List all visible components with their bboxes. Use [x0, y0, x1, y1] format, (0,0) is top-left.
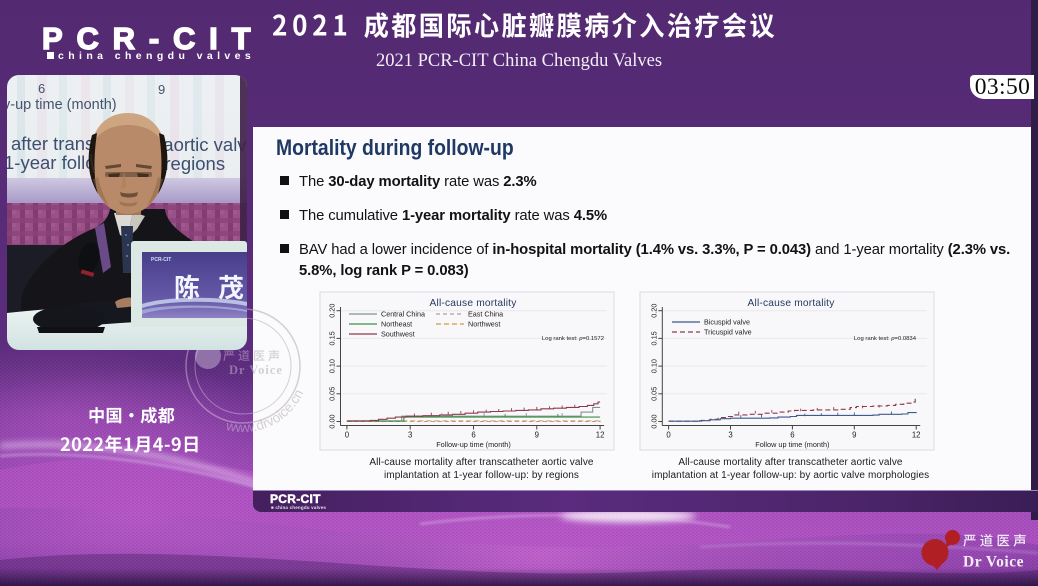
svg-text:0.15: 0.15 [650, 331, 659, 345]
svg-text:12: 12 [912, 431, 921, 440]
svg-text:v-up time (month): v-up time (month) [7, 97, 117, 113]
svg-text:Southwest: Southwest [381, 330, 415, 339]
svg-text:0.20: 0.20 [328, 304, 337, 318]
svg-text:East China: East China [468, 310, 503, 319]
svg-text:PCR-CIT: PCR-CIT [151, 257, 171, 263]
svg-text:9: 9 [852, 431, 856, 440]
svg-text:9: 9 [158, 82, 165, 97]
svg-text:9: 9 [535, 431, 539, 440]
svg-text:Follow-up time (month): Follow-up time (month) [436, 440, 511, 449]
svg-text:0.00: 0.00 [328, 414, 337, 428]
svg-text:6: 6 [38, 81, 45, 96]
svg-text:Bicuspid valve: Bicuspid valve [704, 318, 750, 327]
svg-text:0.20: 0.20 [650, 304, 659, 318]
svg-text:Central China: Central China [381, 310, 425, 319]
svg-text:6: 6 [790, 431, 794, 440]
svg-text:0.05: 0.05 [650, 387, 659, 401]
svg-text:y regions: y regions [150, 153, 225, 174]
svg-text:0: 0 [666, 431, 671, 440]
svg-text:t aortic valv: t aortic valv [153, 134, 247, 155]
svg-text:0.10: 0.10 [650, 359, 659, 373]
svg-text:1-year follo: 1-year follo [7, 152, 96, 173]
svg-text:12: 12 [596, 431, 605, 440]
svg-text:0.00: 0.00 [650, 414, 659, 428]
svg-text:0.10: 0.10 [328, 359, 337, 373]
svg-text:All-cause mortality: All-cause mortality [429, 298, 517, 309]
svg-text:Northwest: Northwest [468, 320, 500, 329]
svg-text:0.05: 0.05 [328, 387, 337, 401]
svg-text:Tricuspid valve: Tricuspid valve [704, 328, 752, 337]
svg-text:All-cause mortality: All-cause mortality [747, 298, 835, 309]
svg-text:after trans: after trans [11, 133, 94, 154]
svg-text:Follow up time (month): Follow up time (month) [755, 440, 829, 449]
svg-text:6: 6 [471, 431, 475, 440]
svg-text:3: 3 [728, 431, 732, 440]
svg-text:Dr Voice: Dr Voice [963, 554, 1024, 571]
svg-text:Log rank test: p=0.0834: Log rank test: p=0.0834 [854, 336, 917, 342]
svg-text:Northeast: Northeast [381, 320, 412, 329]
svg-text:3: 3 [408, 431, 412, 440]
svg-text:Log rank test: p=0.1572: Log rank test: p=0.1572 [542, 336, 604, 342]
svg-text:0: 0 [345, 431, 350, 440]
svg-text:0.15: 0.15 [328, 331, 337, 345]
